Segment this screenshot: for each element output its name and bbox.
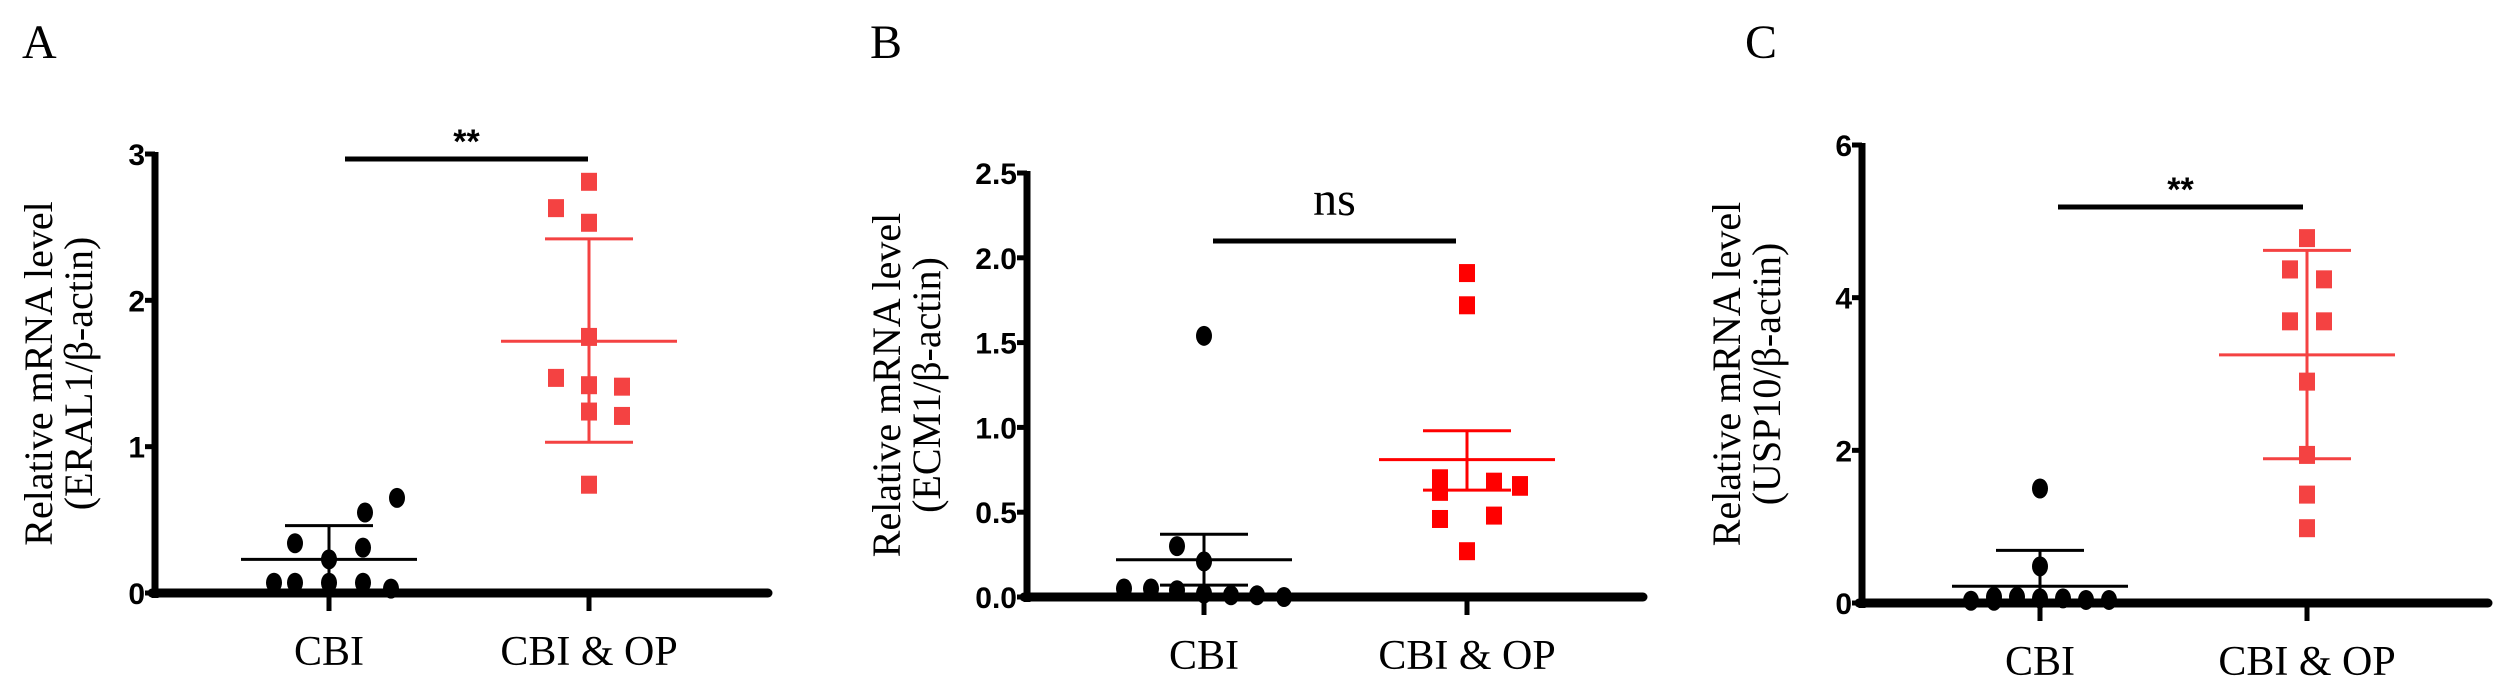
data-point <box>2282 312 2298 331</box>
y-tick-label: 4 <box>1835 283 1852 316</box>
panel-b: B Relative mRNA level(ECM1/β-actin) 0.0 0.5… <box>864 16 1648 679</box>
data-point <box>355 537 371 558</box>
data-point <box>1116 578 1132 599</box>
data-point <box>548 199 564 218</box>
data-point <box>1196 583 1212 604</box>
y-tick-label: 1.0 <box>975 412 1017 445</box>
data-point <box>383 578 399 599</box>
data-point <box>1432 509 1448 528</box>
data-point <box>287 533 303 554</box>
data-point <box>614 377 630 396</box>
data-point <box>581 213 597 232</box>
data-point <box>1486 472 1502 491</box>
series-cbi <box>1116 325 1292 607</box>
data-point <box>1986 590 2002 611</box>
data-point <box>1276 587 1292 607</box>
y-tick-label: 6 <box>1835 130 1852 163</box>
x-tick-label: CBI & OP <box>1378 633 1555 679</box>
data-point <box>1223 585 1239 606</box>
y-tick-label: 0 <box>1835 588 1852 621</box>
significance-label: ns <box>1313 173 1356 226</box>
panel-label: A <box>22 16 57 69</box>
data-point <box>1432 482 1448 501</box>
data-point <box>1459 264 1475 283</box>
y-tick-label: 2.5 <box>975 158 1017 191</box>
data-point <box>1512 477 1528 496</box>
data-point <box>1459 296 1475 315</box>
x-tick-label: CBI & OP <box>500 629 677 675</box>
significance-label: ** <box>2167 171 2194 209</box>
y-tick-label: 0 <box>128 578 145 611</box>
series-cbi-op <box>2219 229 2395 538</box>
data-point <box>1432 469 1448 488</box>
data-point <box>1196 325 1212 346</box>
data-point <box>2055 588 2071 609</box>
data-point <box>2282 260 2298 279</box>
data-point <box>1963 590 1979 611</box>
data-point <box>287 572 303 593</box>
data-point <box>2078 589 2094 610</box>
y-tick-label: 1.5 <box>975 328 1017 361</box>
y-tick-label: 1 <box>128 432 145 465</box>
data-point <box>1169 536 1185 557</box>
series-cbi <box>1952 478 2128 611</box>
data-point <box>2316 312 2332 331</box>
data-point <box>355 572 371 593</box>
y-tick-label: 0.0 <box>975 582 1017 615</box>
panel-label: C <box>1745 16 1777 69</box>
x-tick-label: CBI <box>294 629 364 675</box>
significance-label: ** <box>453 123 480 161</box>
y-tick-label: 2.0 <box>975 243 1017 276</box>
panel-c: C Relative mRNA level(USP10/β-actin) 0 2 4 6 C… <box>1704 16 2493 685</box>
data-point <box>1169 580 1185 601</box>
x-tick-label: CBI <box>2005 639 2075 685</box>
data-point <box>2316 270 2332 289</box>
x-tick-label: CBI & OP <box>2218 639 2395 685</box>
data-point <box>1143 578 1159 599</box>
series-cbi-op <box>1379 264 1555 561</box>
data-point <box>1486 506 1502 525</box>
data-point <box>548 368 564 387</box>
panel-label: B <box>870 16 902 69</box>
y-tick-label: 0.5 <box>975 497 1017 530</box>
y-axis-label-unit: (ECM1/β-actin) <box>904 257 949 513</box>
data-point <box>1459 542 1475 561</box>
data-point <box>614 406 630 425</box>
y-tick-label: 2 <box>128 285 145 318</box>
data-point <box>2299 485 2315 504</box>
data-point <box>266 572 282 593</box>
data-point <box>2299 229 2315 248</box>
y-tick-label: 3 <box>128 139 145 172</box>
y-axis-label-unit: (USP10/β-actin) <box>1744 243 1789 506</box>
series-cbi-op <box>501 172 677 494</box>
data-point <box>581 172 597 191</box>
y-axis-label-unit: (ERAL1/β-actin) <box>56 237 101 511</box>
data-point <box>1249 585 1265 606</box>
data-point <box>389 487 405 508</box>
y-axis-label: Relative mRNA level <box>1704 202 1749 546</box>
y-tick-label: 2 <box>1835 435 1852 468</box>
data-point <box>357 502 373 523</box>
panel-a: A Relative mRNA level(ERAL1/β-actin) 0 1 2 3 C… <box>16 16 773 675</box>
y-axis-label: Relative mRNA level <box>16 201 61 545</box>
x-tick-label: CBI <box>1169 633 1239 679</box>
y-axis-label: Relative mRNA level <box>864 213 909 557</box>
data-point <box>581 475 597 494</box>
data-point <box>2299 519 2315 538</box>
data-point <box>2032 478 2048 499</box>
data-point <box>2101 589 2117 610</box>
series-cbi <box>241 487 417 599</box>
